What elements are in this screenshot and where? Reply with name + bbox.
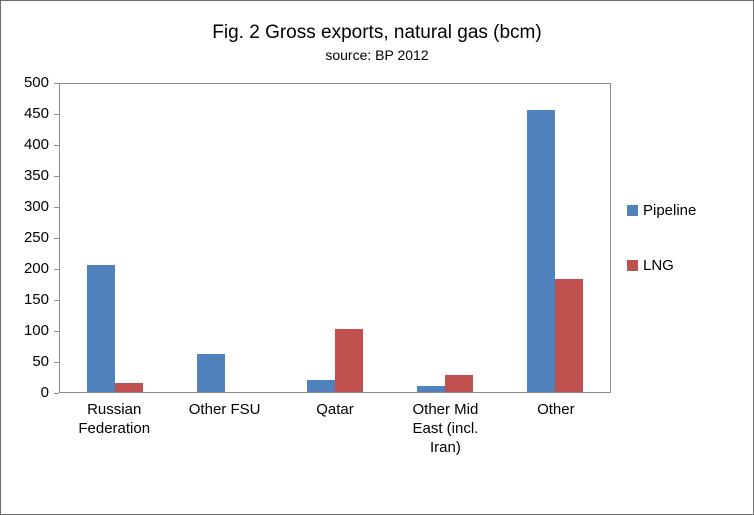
y-axis-tick <box>54 206 59 208</box>
bar-pipeline <box>417 385 445 392</box>
x-category-label-text: Qatar <box>316 401 354 418</box>
y-tick-label: 150 <box>23 291 49 308</box>
y-axis: 0 50 100 150 200 250 300 350 400 450 500 <box>15 74 59 401</box>
plot-wrap: Russian Federation Other FSU Qatar Other Mi… <box>59 83 611 457</box>
x-axis: Russian Federation Other FSU Qatar Other Mi… <box>59 400 611 457</box>
y-axis-tick <box>54 392 59 394</box>
chart-body: 0 50 100 150 200 250 300 350 400 450 500 Russian F… <box>1 74 753 457</box>
legend: Pipeline LNG <box>627 83 696 393</box>
y-tick-label: 100 <box>23 322 49 339</box>
x-category-label: Other <box>501 400 611 457</box>
y-tick-label: 0 <box>40 384 49 401</box>
chart-subtitle: source: BP 2012 <box>325 47 429 63</box>
y-tick-label: 400 <box>23 136 49 153</box>
bar-pipeline <box>307 379 335 392</box>
y-axis-tick <box>54 113 59 115</box>
bar-pipeline <box>527 109 555 392</box>
x-category-label: Other FSU <box>169 400 279 457</box>
x-category-label: Other Mid East (incl. Iran) <box>390 400 500 457</box>
y-tick-label: 350 <box>23 167 49 184</box>
bar-pipeline <box>197 353 225 392</box>
legend-swatch-icon <box>627 205 638 216</box>
legend-swatch-icon <box>627 260 638 271</box>
bar-lng <box>335 329 363 392</box>
y-tick-label: 450 <box>23 105 49 122</box>
y-axis-tick <box>54 82 59 84</box>
legend-label: LNG <box>643 257 674 274</box>
x-category-label-text: Other FSU <box>188 401 261 418</box>
bar-group <box>500 84 610 392</box>
bar-lng <box>555 278 583 392</box>
bar-group <box>390 84 500 392</box>
legend-item-pipeline: Pipeline <box>627 202 696 219</box>
legend-label: Pipeline <box>643 202 697 219</box>
y-axis-tick <box>54 361 59 363</box>
y-tick-label: 300 <box>23 198 49 215</box>
y-axis-tick <box>54 330 59 332</box>
bar-lng <box>445 374 473 392</box>
x-category-label-text: Russian Federation <box>78 401 151 437</box>
plot-area <box>59 83 611 393</box>
y-tick-label: 200 <box>23 260 49 277</box>
y-tick-label: 500 <box>23 74 49 91</box>
legend-item-lng: LNG <box>627 257 696 274</box>
x-category-label: Russian Federation <box>59 400 169 457</box>
y-tick-label: 50 <box>32 353 49 370</box>
bar-group <box>280 84 390 392</box>
x-category-label-text: Other Mid East (incl. Iran) <box>412 401 479 456</box>
y-tick-label: 250 <box>23 229 49 246</box>
x-category-label-text: Other <box>537 401 575 418</box>
bar-lng <box>115 382 143 392</box>
x-category-label: Qatar <box>280 400 390 457</box>
y-axis-tick <box>54 175 59 177</box>
bar-pipeline <box>87 264 115 392</box>
y-axis-tick <box>54 237 59 239</box>
chart-title: Fig. 2 Gross exports, natural gas (bcm) <box>212 22 542 43</box>
y-axis-tick <box>54 268 59 270</box>
bar-group <box>60 84 170 392</box>
y-axis-tick <box>54 144 59 146</box>
bar-group <box>170 84 280 392</box>
y-axis-tick <box>54 299 59 301</box>
